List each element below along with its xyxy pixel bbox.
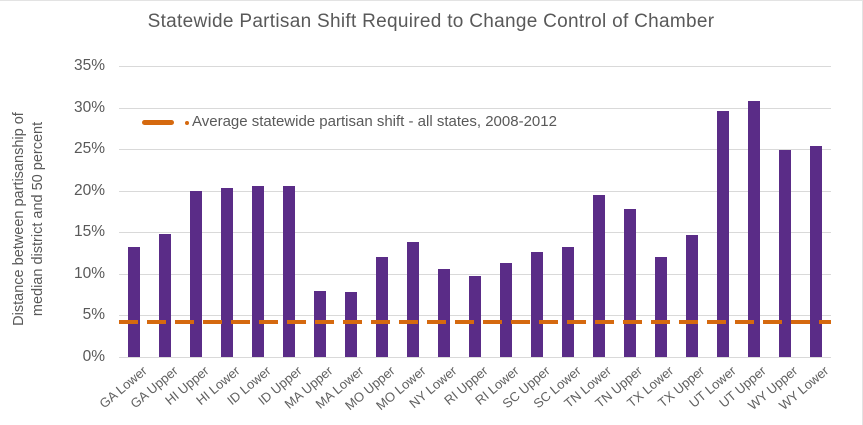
bar-mo-lower (407, 242, 420, 357)
y-tick-label: 30% (73, 98, 105, 116)
bar-id-upper (283, 185, 296, 357)
gridline (119, 66, 831, 67)
gridline (119, 232, 831, 234)
bar-ma-lower (345, 292, 358, 357)
legend-dash-line-sample (142, 120, 174, 125)
bar-ga-upper (159, 233, 172, 357)
legend-label: Average statewide partisan shift - all s… (192, 113, 557, 130)
bar-hi-upper (190, 190, 203, 357)
bar-tx-upper (685, 234, 698, 357)
bar-ut-lower (716, 110, 729, 357)
gridline (119, 190, 831, 192)
bar-ma-upper (314, 291, 327, 357)
y-axis-title-line-1: Distance between partisanship of (11, 112, 27, 326)
y-tick-label: 10% (73, 264, 105, 282)
y-tick-label: 35% (73, 57, 105, 74)
bar-ga-lower (128, 247, 141, 357)
gridline (119, 273, 831, 275)
bar-mo-upper (376, 257, 389, 357)
bar-ri-lower (499, 263, 512, 357)
bar-ny-lower (438, 268, 451, 357)
gridline (119, 357, 831, 358)
bar-sc-lower (561, 247, 574, 357)
y-tick-label: 5% (82, 306, 105, 324)
legend-dot-marker (185, 121, 189, 125)
bar-wy-lower (809, 145, 822, 357)
bar-tn-lower (592, 194, 605, 357)
bar-ut-upper (747, 100, 760, 357)
bar-id-lower (252, 185, 265, 357)
y-tick-label: 20% (73, 181, 105, 199)
bar-wy-upper (778, 149, 791, 357)
gridline (119, 107, 831, 109)
bar-tx-lower (654, 257, 667, 357)
y-tick-label: 25% (73, 140, 105, 158)
bar-ri-upper (469, 275, 481, 357)
bar-sc-upper (530, 252, 543, 357)
y-tick-label: 15% (73, 223, 105, 241)
bar-hi-lower (221, 188, 234, 357)
bar-tn-upper (623, 209, 636, 357)
average-reference-line (119, 320, 831, 325)
gridline (119, 149, 831, 151)
chart-title: Statewide Partisan Shift Required to Cha… (147, 11, 715, 32)
plot-area (119, 66, 831, 358)
y-tick-label: 0% (82, 348, 105, 365)
